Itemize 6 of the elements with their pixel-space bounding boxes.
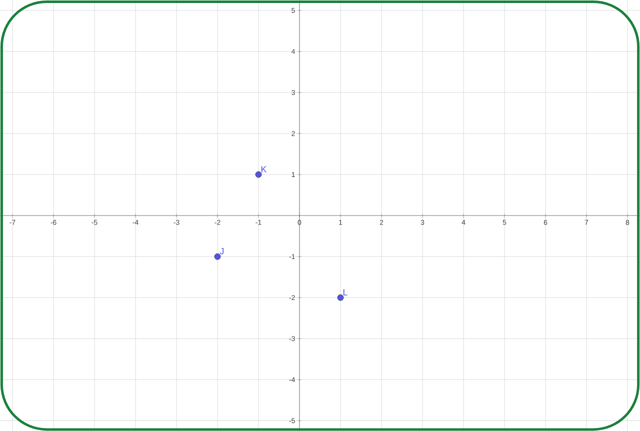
annotation: K (261, 166, 267, 172)
annotation: L (343, 289, 348, 296)
point (337, 294, 344, 301)
point (214, 253, 221, 260)
point (255, 171, 262, 178)
annotation: J (220, 248, 224, 254)
